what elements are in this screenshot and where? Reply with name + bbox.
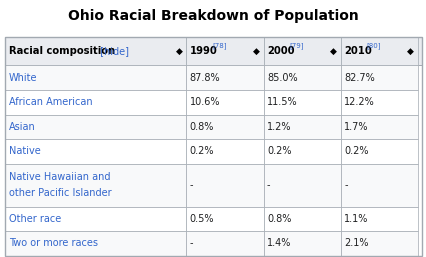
Text: 0.2%: 0.2% [343, 146, 368, 157]
Text: Other race: Other race [9, 214, 60, 224]
Bar [340, 139, 417, 164]
Bar [186, 66, 263, 90]
Bar [340, 231, 417, 256]
Bar [263, 66, 340, 90]
Bar [263, 115, 340, 139]
Bar [5, 231, 186, 256]
Bar [5, 139, 186, 164]
Bar [340, 37, 417, 66]
Text: ◆: ◆ [253, 47, 259, 56]
Text: -: - [190, 238, 193, 249]
Text: [78]: [78] [212, 42, 226, 49]
Bar [186, 37, 263, 66]
Bar [5, 37, 421, 66]
Text: other Pacific Islander: other Pacific Islander [9, 188, 111, 198]
Bar [263, 231, 340, 256]
Text: 85.0%: 85.0% [266, 73, 297, 83]
Text: [79]: [79] [288, 42, 303, 49]
Text: 82.7%: 82.7% [343, 73, 374, 83]
Bar [263, 90, 340, 115]
Text: 1.1%: 1.1% [343, 214, 368, 224]
Text: 0.2%: 0.2% [266, 146, 291, 157]
Text: [hide]: [hide] [97, 46, 129, 56]
Bar [340, 207, 417, 231]
Text: 10.6%: 10.6% [190, 97, 220, 107]
Text: 0.8%: 0.8% [190, 122, 214, 132]
Bar [186, 164, 263, 207]
Text: -: - [343, 180, 347, 190]
Text: Asian: Asian [9, 122, 35, 132]
Bar [340, 90, 417, 115]
Text: -: - [266, 180, 270, 190]
Bar [340, 66, 417, 90]
Text: Two or more races: Two or more races [9, 238, 97, 249]
Text: Native: Native [9, 146, 40, 157]
Text: 2.1%: 2.1% [343, 238, 368, 249]
Bar [186, 207, 263, 231]
Text: -: - [190, 180, 193, 190]
Text: Ohio Racial Breakdown of Population: Ohio Racial Breakdown of Population [68, 9, 358, 23]
Text: ◆: ◆ [176, 47, 183, 56]
Bar [263, 207, 340, 231]
Bar [263, 164, 340, 207]
Text: 11.5%: 11.5% [266, 97, 297, 107]
Text: African American: African American [9, 97, 92, 107]
Text: ◆: ◆ [406, 47, 413, 56]
Text: ◆: ◆ [330, 47, 337, 56]
Text: 1990: 1990 [190, 46, 217, 56]
Bar [340, 115, 417, 139]
Bar [263, 37, 340, 66]
Bar [186, 90, 263, 115]
Text: 1.4%: 1.4% [266, 238, 291, 249]
Bar [5, 164, 186, 207]
Bar [263, 139, 340, 164]
Text: White: White [9, 73, 37, 83]
Bar [186, 115, 263, 139]
Text: 1.7%: 1.7% [343, 122, 368, 132]
Text: Native Hawaiian and: Native Hawaiian and [9, 172, 110, 182]
Bar [186, 139, 263, 164]
Text: 2000: 2000 [266, 46, 294, 56]
Text: 2010: 2010 [343, 46, 371, 56]
Bar [5, 37, 421, 256]
Bar [5, 90, 186, 115]
Bar [5, 37, 186, 66]
Text: 0.2%: 0.2% [190, 146, 214, 157]
Bar [340, 164, 417, 207]
Text: 87.8%: 87.8% [190, 73, 220, 83]
Bar [186, 231, 263, 256]
Bar [5, 66, 186, 90]
Text: 0.5%: 0.5% [190, 214, 214, 224]
Bar [5, 207, 186, 231]
Text: Racial composition: Racial composition [9, 46, 115, 56]
Text: 1.2%: 1.2% [266, 122, 291, 132]
Text: 12.2%: 12.2% [343, 97, 374, 107]
Bar [5, 115, 186, 139]
Text: 0.8%: 0.8% [266, 214, 291, 224]
Text: [80]: [80] [366, 42, 380, 49]
